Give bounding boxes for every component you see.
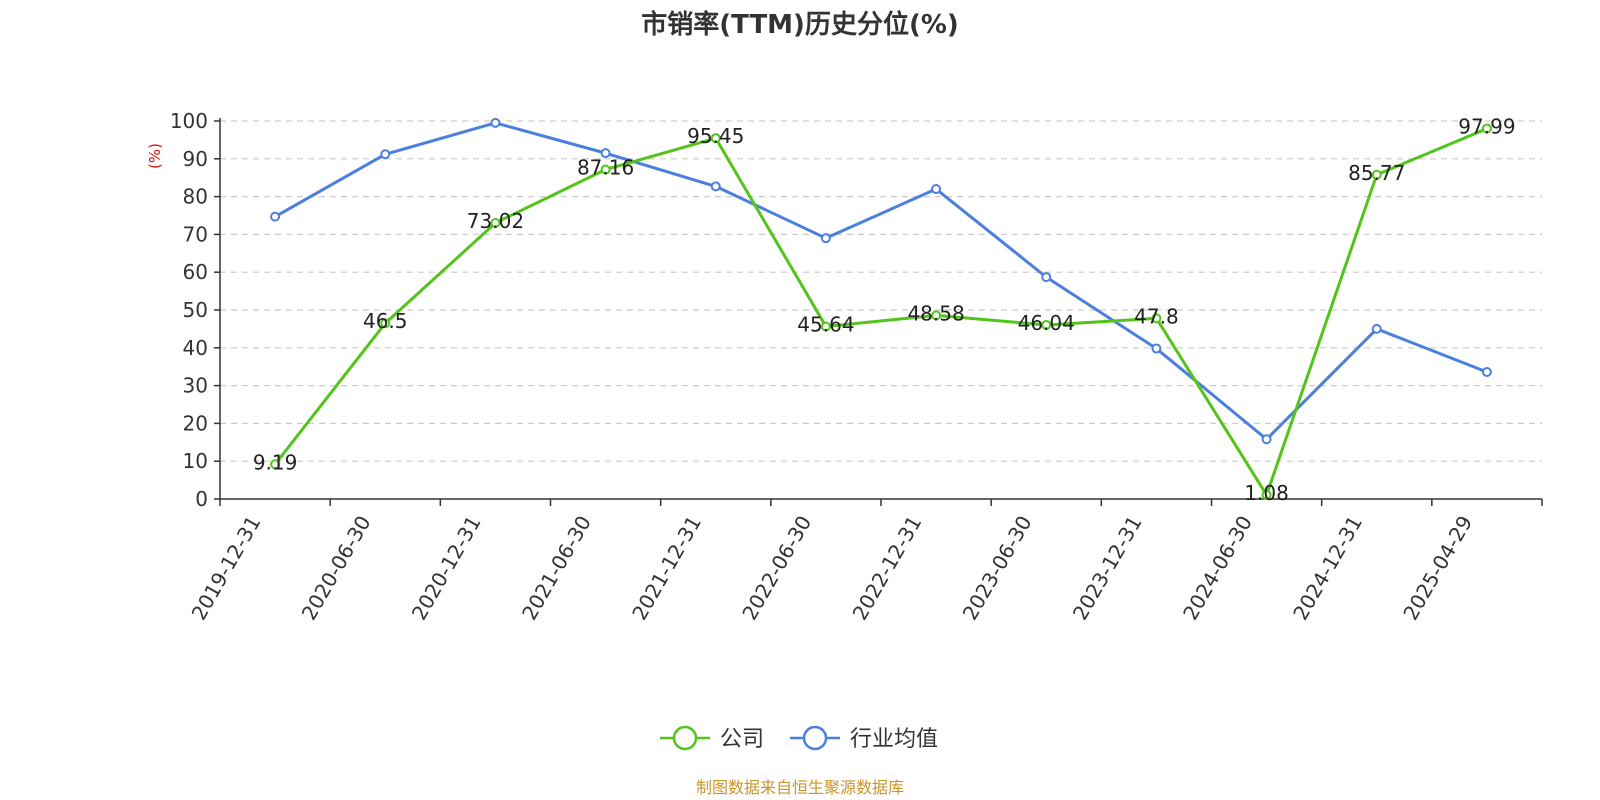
x-tick-label: 2021-12-31	[627, 512, 706, 625]
x-tick-label: 2025-04-29	[1398, 512, 1477, 625]
legend[interactable]: 公司 行业均值	[660, 725, 938, 752]
y-axis-label: (%)	[146, 143, 164, 169]
chart-title: 市销率(TTM)历史分位(%)	[641, 9, 959, 40]
data-point[interactable]	[710, 133, 721, 144]
x-tick-label: 2023-12-31	[1068, 512, 1147, 625]
data-point[interactable]	[270, 211, 281, 222]
data-point[interactable]	[490, 217, 501, 228]
data-label: 1.08	[1244, 481, 1289, 505]
legend-swatch-circle	[802, 725, 828, 751]
series-group	[270, 117, 1492, 500]
y-tick-label: 0	[195, 487, 208, 511]
data-point[interactable]	[270, 459, 281, 470]
legend-label: 行业均值	[850, 727, 938, 752]
data-point[interactable]	[1041, 272, 1052, 283]
y-tick-label: 100	[170, 109, 208, 133]
y-tick-label: 60	[183, 260, 208, 284]
data-point[interactable]	[490, 117, 501, 128]
axes: 0 10 20 30 40 50 60 70 80 90 100 2019-12-31 2020-06-…	[170, 109, 1543, 625]
x-tick-label: 2024-12-31	[1288, 512, 1367, 625]
data-point[interactable]	[820, 321, 831, 332]
x-tick-label: 2022-06-30	[737, 512, 816, 625]
x-tick-label: 2024-06-30	[1178, 512, 1257, 625]
source-note: 制图数据来自恒生聚源数据库	[696, 778, 904, 797]
series-line-0	[273, 127, 1488, 497]
legend-item-0[interactable]: 公司	[660, 725, 764, 752]
data-point[interactable]	[380, 318, 391, 329]
y-tick-label: 70	[183, 222, 208, 246]
data-label: 73.02	[467, 209, 524, 233]
data-label: 46.04	[1018, 311, 1075, 335]
legend-item-1[interactable]: 行业均值	[790, 725, 938, 752]
x-tick-label: 2022-12-31	[848, 511, 927, 624]
y-tick-label: 50	[183, 298, 208, 322]
x-tick-label: 2021-06-30	[517, 512, 596, 625]
data-point[interactable]	[1261, 489, 1272, 500]
series-line-1	[274, 121, 1488, 441]
legend-label: 公司	[720, 727, 764, 752]
y-tick-label: 40	[183, 336, 208, 360]
data-point[interactable]	[1481, 123, 1492, 134]
data-labels: 9.19 46.5 73.02 87.16 95.45 45.64 48.58 46.04 47…	[253, 115, 1516, 505]
data-point[interactable]	[1371, 169, 1382, 180]
y-tick-label: 20	[183, 411, 208, 435]
y-tick-label: 10	[183, 449, 208, 473]
data-point[interactable]	[1151, 313, 1162, 324]
data-label: 46.5	[363, 309, 408, 333]
data-point[interactable]	[710, 181, 721, 192]
data-point[interactable]	[931, 184, 942, 195]
data-point[interactable]	[1261, 434, 1272, 445]
data-label: 45.64	[797, 312, 854, 336]
data-label: 85.77	[1348, 161, 1405, 185]
legend-swatch-circle	[672, 725, 698, 751]
data-point[interactable]	[1041, 319, 1052, 330]
data-label: 87.16	[577, 156, 634, 180]
data-label: 9.19	[253, 450, 298, 474]
grid	[220, 120, 1542, 462]
data-point[interactable]	[820, 233, 831, 244]
data-point[interactable]	[1481, 366, 1492, 377]
data-label: 48.58	[907, 301, 964, 325]
data-point[interactable]	[1151, 343, 1162, 354]
y-tick-label: 30	[183, 374, 208, 398]
data-point[interactable]	[600, 164, 611, 175]
data-label: 47.8	[1134, 304, 1179, 328]
x-tick-label: 2019-12-31	[187, 512, 266, 625]
data-label: 95.45	[687, 124, 744, 148]
x-tick-label: 2020-12-31	[407, 511, 486, 624]
data-point[interactable]	[931, 310, 942, 321]
y-tick-label: 90	[183, 147, 208, 171]
data-point[interactable]	[380, 149, 391, 160]
data-label: 97.99	[1458, 115, 1515, 139]
data-point[interactable]	[600, 148, 611, 159]
y-tick-label: 80	[183, 185, 208, 209]
x-tick-label: 2020-06-30	[297, 512, 376, 625]
x-tick-label: 2023-06-30	[958, 512, 1037, 625]
data-point[interactable]	[1371, 323, 1382, 334]
